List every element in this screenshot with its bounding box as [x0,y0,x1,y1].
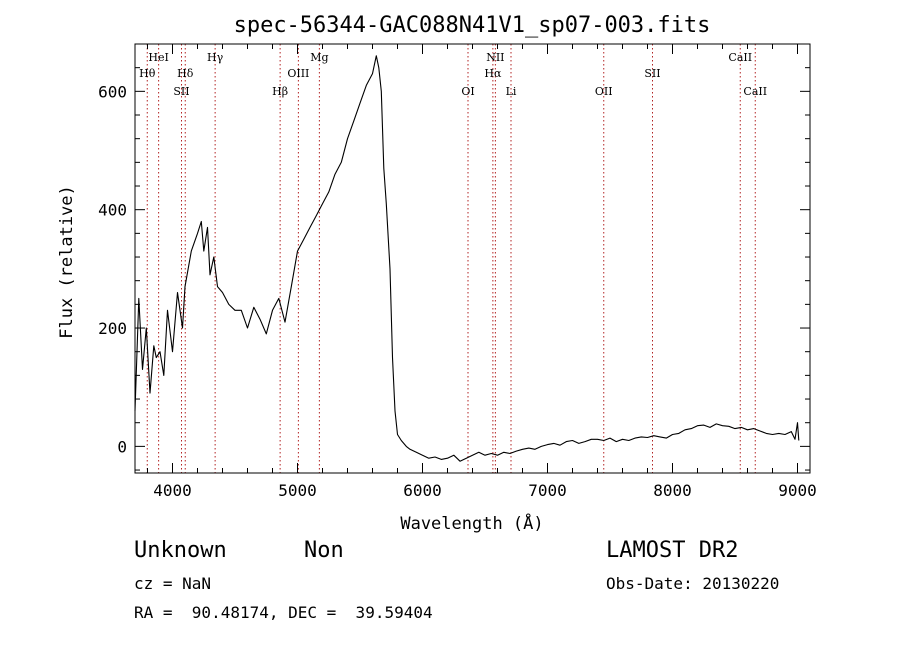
object-subclass: Non [304,538,344,563]
x-tick-label: 6000 [403,481,442,500]
marker-label: NII [486,51,504,64]
y-tick-label: 0 [117,437,127,456]
marker-label: Hβ [272,85,288,98]
observation-date: Obs-Date: 20130220 [606,574,780,593]
marker-label: OIII [287,67,309,80]
y-axis-label: Flux (relative) [57,185,77,339]
redshift-value: cz = NaN [134,574,212,593]
marker-label: OI [461,85,474,98]
survey-name: LAMOST DR2 [606,538,739,563]
x-tick-label: 9000 [778,481,817,500]
y-axis-ticks: 0 200 400 600 [98,43,810,471]
plot-frame [134,43,811,474]
x-axis-label: Wavelength (Å) [400,512,543,534]
spectrum-line [134,55,800,462]
marker-label: Hγ [207,51,224,64]
marker-label: HeI [148,51,168,64]
x-tick-label: 7000 [528,481,567,500]
marker-label: Mg [310,51,328,64]
marker-label: CaII [728,51,752,64]
marker-label: Li [506,85,517,98]
y-tick-label: 600 [98,82,127,101]
spectrum-chart: spec-56344-GAC088N41V1_sp07-003.fits HθH… [57,13,817,534]
object-class: Unknown [134,538,227,563]
marker-label: Hδ [177,67,194,80]
x-tick-label: 4000 [153,481,192,500]
marker-label: Hα [484,67,502,80]
marker-label: SII [173,85,189,98]
x-axis-ticks: 4000 5000 6000 7000 8000 9000 [147,44,817,500]
marker-label: SII [644,67,660,80]
chart-title: spec-56344-GAC088N41V1_sp07-003.fits [234,13,711,38]
x-tick-label: 8000 [653,481,692,500]
y-tick-label: 200 [98,319,127,338]
marker-label: OII [595,85,613,98]
x-tick-label: 5000 [278,481,317,500]
coordinates: RA = 90.48174, DEC = 39.59404 [134,603,433,622]
marker-label: CaII [743,85,767,98]
y-tick-label: 400 [98,201,127,220]
marker-label: Hθ [139,67,156,80]
